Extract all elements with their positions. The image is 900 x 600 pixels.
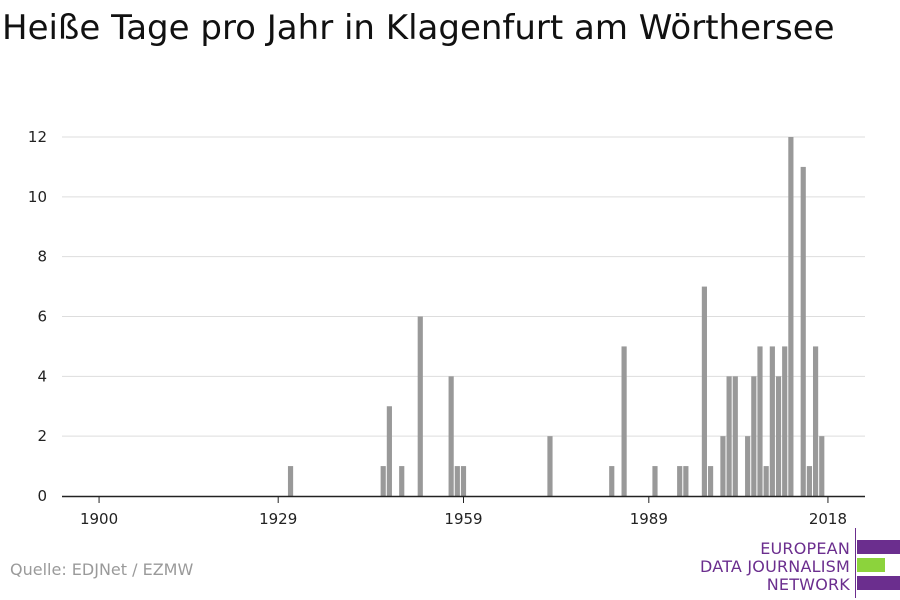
bar-1990	[652, 466, 658, 496]
bar-1957	[448, 376, 454, 496]
y-axis-ticks: 0 2 4 6 8 10 12	[28, 128, 47, 505]
bar-2005	[745, 436, 751, 496]
bar-1952	[417, 316, 423, 496]
bar-2016	[812, 346, 819, 496]
y-tick-label: 2	[37, 427, 47, 445]
y-tick-label: 10	[28, 188, 47, 206]
bar-1959	[460, 466, 467, 496]
logo-text-european: EUROPEAN	[760, 539, 850, 558]
bar-2014	[800, 166, 806, 496]
bar-2011	[782, 346, 788, 496]
x-tick-label: 1929	[259, 510, 297, 528]
bar-1985	[621, 346, 627, 496]
x-tick-label: 1900	[80, 510, 118, 528]
bar-1931	[287, 466, 294, 496]
bar-2017	[819, 436, 825, 496]
bar-1947	[386, 406, 392, 496]
y-tick-label: 8	[37, 248, 47, 266]
bar-2001	[720, 436, 726, 496]
source-note: Quelle: EDJNet / EZMW	[10, 560, 194, 579]
y-tick-label: 0	[37, 487, 47, 505]
logo-text-network: NETWORK	[766, 575, 850, 594]
gridlines	[62, 136, 865, 437]
logo-bar-purple-bottom	[857, 576, 900, 590]
bar-1958	[454, 466, 460, 496]
logo-bar-purple-top	[857, 540, 900, 554]
bar-2003	[732, 376, 738, 496]
bar-2007	[757, 346, 763, 496]
x-axis-ticks: 1900 1929 1959 1989 2018	[80, 496, 847, 528]
bar-2008	[763, 466, 769, 496]
bar-1973	[547, 436, 553, 496]
logo-text-data-journalism: DATA JOURNALISM	[700, 557, 850, 576]
x-tick-label: 1989	[630, 510, 668, 528]
y-tick-label: 12	[28, 128, 47, 146]
bar-2009	[769, 346, 775, 496]
logo-bar-green	[857, 558, 885, 572]
bar-2015	[806, 466, 812, 496]
x-tick-label: 1959	[444, 510, 482, 528]
bar-1983	[609, 466, 615, 496]
edjnet-logo: EUROPEAN DATA JOURNALISM NETWORK	[700, 528, 900, 598]
bars	[287, 137, 825, 496]
bar-2010	[775, 376, 782, 496]
bar-1999	[707, 466, 714, 496]
bar-2012	[788, 137, 794, 496]
bar-1946	[380, 466, 386, 496]
x-tick-label: 2018	[809, 510, 847, 528]
bar-1949	[399, 466, 405, 496]
y-tick-label: 4	[37, 367, 47, 385]
y-tick-label: 6	[37, 308, 47, 326]
bar-2006	[751, 376, 757, 496]
bar-1998	[701, 286, 707, 496]
logo-divider	[855, 528, 856, 598]
chart-title: Heiße Tage pro Jahr in Klagenfurt am Wör…	[2, 8, 835, 48]
bar-1995	[683, 466, 689, 496]
bar-2002	[726, 376, 732, 496]
bar-1994	[677, 466, 683, 496]
